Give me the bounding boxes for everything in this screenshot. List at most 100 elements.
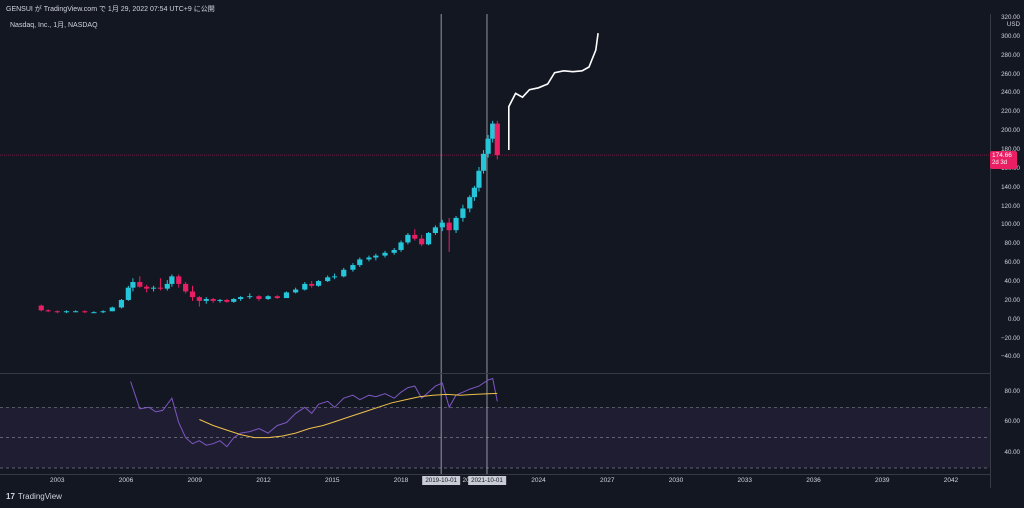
- price-tick-label: 80.00: [1004, 240, 1020, 248]
- candle-body: [196, 297, 202, 301]
- candle-body: [265, 296, 271, 299]
- candle-body: [169, 276, 175, 284]
- current-price-badge: 174.66 2d 3d: [990, 151, 1017, 169]
- candle-body: [366, 257, 372, 260]
- tradingview-logo-icon: 17: [6, 492, 15, 501]
- candle-body: [419, 238, 425, 245]
- candle-body: [341, 269, 347, 277]
- candle-body: [125, 287, 131, 300]
- time-axis-border: [0, 474, 990, 475]
- price-tick-label: 260.00: [1001, 70, 1020, 78]
- price-tick-label: 280.00: [1001, 51, 1020, 59]
- price-tick-label: 300.00: [1001, 32, 1020, 40]
- date-marker-label: 2019-10-01: [422, 476, 460, 485]
- candle-body: [485, 138, 491, 154]
- candle-body: [274, 296, 280, 299]
- candle-body: [293, 289, 299, 293]
- candle-body: [54, 311, 60, 313]
- price-tick-label: 240.00: [1001, 89, 1020, 97]
- time-tick-label: 2012: [256, 477, 271, 484]
- candle-body: [203, 298, 209, 301]
- candle-body: [446, 222, 452, 231]
- time-tick-label: 2006: [118, 477, 134, 484]
- candle-body: [63, 311, 70, 313]
- price-tick-label: 60.00: [1004, 259, 1020, 267]
- candle-body: [490, 123, 496, 139]
- candle-body: [494, 123, 500, 156]
- candle-body: [325, 277, 331, 282]
- time-tick-label: 2003: [50, 477, 65, 484]
- price-tick-label: 0.00: [1007, 315, 1020, 323]
- candle-body: [73, 311, 79, 313]
- time-scale[interactable]: 2003200620092012201520182021202420272030…: [0, 474, 990, 488]
- candle-body: [476, 170, 482, 188]
- candle-body: [302, 283, 308, 290]
- price-tick-label: 220.00: [1001, 108, 1020, 116]
- price-tick-label: 200.00: [1001, 127, 1020, 135]
- candle-body: [412, 234, 418, 239]
- brand-label: TradingView: [17, 492, 62, 501]
- price-tick-label: 180.00: [1001, 146, 1020, 153]
- candle-body: [130, 282, 136, 288]
- candle-body: [432, 227, 439, 233]
- candle-body: [238, 297, 244, 299]
- candle-body: [373, 255, 379, 258]
- price-tick-label: −40.00: [1000, 353, 1020, 361]
- time-tick-label: 2015: [325, 477, 340, 484]
- price-tick-label: 100.00: [1001, 221, 1020, 229]
- candle-body: [231, 298, 237, 302]
- candle-body: [91, 312, 97, 314]
- date-marker-label: 2021-10-01: [468, 476, 506, 485]
- candle-body: [425, 232, 432, 245]
- candle-body: [247, 296, 253, 298]
- time-tick-label: 2033: [737, 477, 753, 484]
- rsi-scale[interactable]: 80.00 60.00 40.00: [990, 0, 1024, 474]
- rsi-tick-label: 60.00: [1004, 418, 1020, 426]
- candle-body: [217, 299, 223, 301]
- price-axis-border: [990, 14, 991, 488]
- price-tick-label: 40.00: [1004, 278, 1020, 286]
- rsi-line: [130, 377, 498, 448]
- time-tick-label: 2036: [806, 477, 821, 484]
- symbol-legend[interactable]: Nasdaq, Inc., 1月, NASDAQ: [10, 22, 98, 29]
- price-tick-label: −20.00: [1000, 334, 1020, 342]
- tradingview-brand[interactable]: 17 TradingView: [6, 492, 62, 501]
- rsi-ma-line: [199, 392, 498, 439]
- current-price: 174.66: [992, 152, 1012, 159]
- candle-body: [331, 276, 338, 278]
- candle-body: [467, 197, 473, 209]
- candle-body: [453, 217, 459, 231]
- price-tick-label: 20.00: [1004, 296, 1020, 304]
- pane-divider[interactable]: [0, 373, 990, 374]
- time-tick-label: 2027: [600, 477, 615, 484]
- publish-info: GENSUI が TradingView.com で 1月 29, 2022 0…: [6, 6, 215, 13]
- price-tick-label: 140.00: [1001, 183, 1020, 191]
- time-tick-label: 2018: [393, 477, 409, 484]
- candle-body: [350, 265, 356, 270]
- rsi-tick-label: 80.00: [1004, 388, 1020, 396]
- time-tick-label: 2042: [943, 477, 959, 484]
- price-tick-label: 120.00: [1001, 202, 1020, 210]
- candle-body: [460, 208, 466, 218]
- candle-body: [391, 249, 397, 253]
- candle-body: [38, 305, 44, 311]
- candle-body: [471, 187, 477, 198]
- candle-body: [150, 287, 157, 289]
- candle-body: [183, 283, 189, 292]
- candle-body: [256, 296, 262, 299]
- time-tick-label: 2030: [668, 477, 684, 484]
- candle-body: [109, 307, 115, 312]
- bar-countdown: 2d 3d: [992, 160, 1008, 166]
- candle-body: [382, 252, 388, 256]
- candle-body: [309, 283, 315, 286]
- candle-body: [118, 299, 125, 308]
- candle-body: [82, 311, 88, 313]
- projection-line: [507, 32, 599, 150]
- candle-body: [176, 276, 182, 284]
- candle-body: [357, 259, 363, 266]
- candle-body: [315, 281, 322, 286]
- candle-body: [157, 287, 164, 289]
- time-tick-label: 2024: [531, 477, 546, 484]
